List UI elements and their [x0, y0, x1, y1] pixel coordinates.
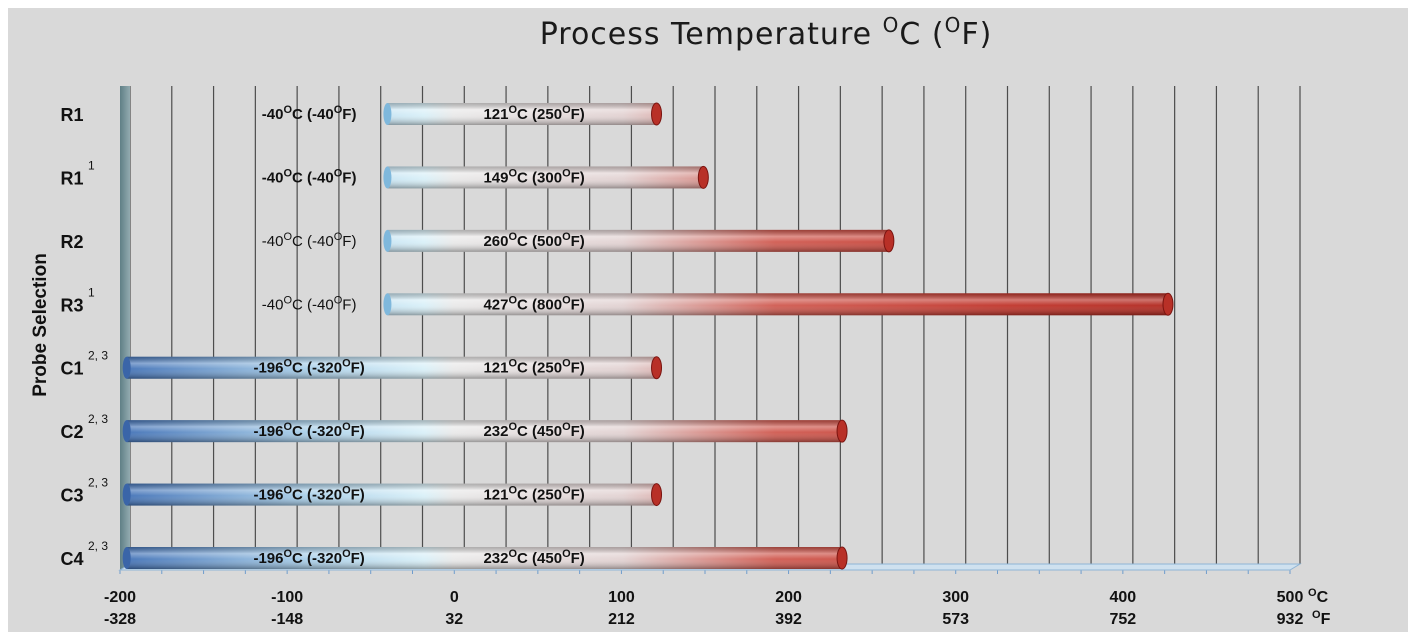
category-label: C3: [60, 486, 83, 506]
x-tick-label-f: 32: [445, 611, 463, 628]
category-labels: R1 R1 1 R2 R3 1 C1 2, 3 C2 2, 3 C3 2, 3 C4 2, 3: [60, 105, 108, 569]
category-footnote: 2, 3: [88, 412, 108, 426]
bar-min-label: -196OC (-320OF): [253, 358, 364, 377]
bar-shading: [387, 293, 1168, 316]
x-tick-label-c: 100: [608, 589, 635, 606]
bar-group: -40OC (-40OF) 121OC (250OF): [262, 102, 663, 126]
x-tick-label-f: 573: [942, 611, 969, 628]
bar-shading: [126, 356, 657, 379]
x-tick-label-f: 752: [1110, 611, 1137, 628]
bar-min-label: -196OC (-320OF): [253, 548, 364, 567]
category-footnote: 2, 3: [88, 539, 108, 553]
x-tick-label-c: -200: [104, 589, 136, 606]
bar-max-label: 260OC (500OF): [483, 231, 584, 250]
bar-end-cap: [1162, 292, 1174, 316]
bar-start-cap: [122, 483, 131, 506]
bar-start-cap: [383, 103, 392, 125]
bar-start-cap: [122, 420, 131, 443]
bar-shading: [387, 103, 657, 125]
bar-group: -196OC (-320OF) 232OC (450OF): [122, 419, 848, 443]
bar-start-cap: [383, 293, 392, 316]
bar-group: -40OC (-40OF) 149OC (300OF): [262, 165, 709, 189]
bar-shading: [126, 483, 657, 506]
x-tick-label-f: 392: [775, 611, 802, 628]
bar-max-label: 427OC (800OF): [483, 294, 584, 313]
category-footnote: 2, 3: [88, 476, 108, 490]
bar-min-label: -40OC (-40OF): [262, 294, 357, 313]
x-tick-label-f: -148: [271, 611, 303, 628]
bar-min-label: -40OC (-40OF): [262, 167, 357, 186]
bar-group: -40OC (-40OF) 260OC (500OF): [262, 229, 895, 253]
bars: -40OC (-40OF) 121OC (250OF) -40OC (-40OF) 1…: [122, 102, 1174, 570]
bar-group: -40OC (-40OF) 427OC (800OF): [262, 292, 1174, 316]
x-axis: -200 -328 -100 -148 0 32 100 212 200 392 300 573 400…: [104, 587, 1331, 628]
bar-end-cap: [836, 419, 848, 443]
bar-end-cap: [697, 165, 709, 189]
y-axis-label: Probe Selection: [30, 253, 51, 397]
bar-group: -196OC (-320OF) 121OC (250OF): [122, 356, 663, 380]
bar-max-label: 121OC (250OF): [483, 358, 584, 377]
bar-max-label: 121OC (250OF): [483, 104, 584, 123]
bar-end-cap: [836, 546, 848, 570]
x-unit-f: OF: [1312, 609, 1331, 628]
bar-start-cap: [383, 166, 392, 189]
gridlines: [119, 86, 1301, 574]
bar-end-cap: [883, 229, 895, 253]
x-tick-label-f: 212: [608, 611, 635, 628]
bar-min-label: -196OC (-320OF): [253, 485, 364, 504]
bar-shading: [387, 229, 889, 252]
chart-area: Process Temperature OC (OF) -40OC (-40OF…: [8, 8, 1408, 632]
bar-end-cap: [651, 483, 663, 507]
x-tick-label-c: 300: [942, 589, 969, 606]
bar-max-label: 232OC (450OF): [483, 548, 584, 567]
x-tick-label-f: 932: [1277, 611, 1304, 628]
bar-end-cap: [651, 102, 663, 126]
bar-shading: [126, 420, 843, 443]
category-label: R1: [60, 105, 83, 125]
bar-max-label: 232OC (450OF): [483, 421, 584, 440]
category-label: C4: [60, 549, 83, 569]
x-tick-label-c: -100: [271, 589, 303, 606]
x-unit-c: OC: [1308, 587, 1329, 606]
x-tick-label-f: -328: [104, 611, 136, 628]
category-label: R2: [60, 232, 83, 252]
chart-svg: Process Temperature OC (OF) -40OC (-40OF…: [30, 13, 1331, 628]
bar-group: -196OC (-320OF) 121OC (250OF): [122, 483, 663, 507]
category-label: R1: [60, 168, 83, 188]
bar-start-cap: [383, 229, 392, 252]
bar-shading: [126, 547, 843, 569]
category-footnote: 1: [88, 285, 95, 299]
bar-min-label: -40OC (-40OF): [262, 104, 357, 123]
chart-title: Process Temperature OC (OF): [540, 13, 993, 52]
bar-start-cap: [122, 356, 131, 379]
x-tick-label-c: 400: [1110, 589, 1137, 606]
bar-group: -196OC (-320OF) 232OC (450OF): [122, 546, 848, 570]
category-footnote: 2, 3: [88, 349, 108, 363]
x-tick-label-c: 200: [775, 589, 802, 606]
bar-min-label: -196OC (-320OF): [253, 421, 364, 440]
category-footnote: 1: [88, 158, 95, 172]
bar-end-cap: [651, 356, 663, 380]
bar-min-label: -40OC (-40OF): [262, 231, 357, 250]
left-wall: [120, 86, 130, 570]
category-label: R3: [60, 295, 83, 315]
bar-start-cap: [122, 547, 131, 569]
category-label: C2: [60, 422, 83, 442]
x-tick-label-c: 500: [1277, 589, 1304, 606]
bar-max-label: 149OC (300OF): [483, 167, 584, 186]
x-tick-label-c: 0: [450, 589, 459, 606]
category-label: C1: [60, 359, 83, 379]
bar-shading: [387, 166, 704, 189]
bar-max-label: 121OC (250OF): [483, 485, 584, 504]
